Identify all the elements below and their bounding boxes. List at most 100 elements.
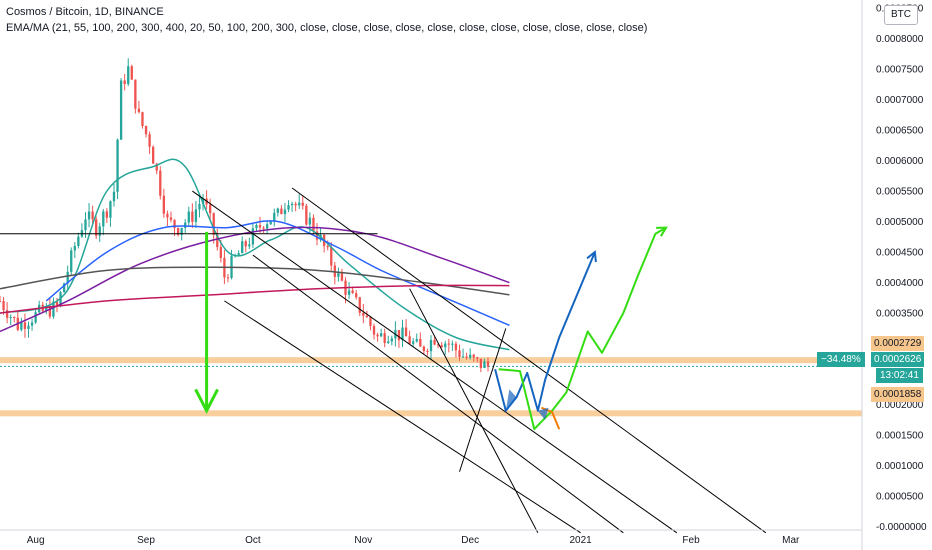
- projection-fill-1: [505, 389, 517, 411]
- price-tick-label: 0.0002000: [876, 400, 924, 411]
- candle-body: [130, 66, 133, 80]
- candle-body: [52, 301, 55, 317]
- candle-body: [355, 293, 358, 298]
- price-change-label: −34.48%: [817, 352, 865, 367]
- candle-body: [208, 204, 212, 214]
- price-tick-label: 0.0001500: [876, 431, 924, 442]
- trend-line-2: [224, 300, 581, 534]
- ma-line-55: [45, 220, 510, 326]
- price-tick-label: 0.0004500: [876, 248, 924, 259]
- candle-body: [84, 219, 87, 231]
- candle-body: [216, 234, 219, 248]
- candle-body: [152, 146, 155, 164]
- chart-title: Cosmos / Bitcoin, 1D, BINANCE: [6, 6, 164, 18]
- candle-body: [27, 325, 30, 329]
- candle-body: [379, 333, 383, 337]
- candle-body: [301, 202, 304, 206]
- price-tick-label: 0.0001000: [876, 461, 924, 472]
- candle-body: [461, 356, 465, 358]
- candle-body: [176, 228, 180, 235]
- trend-line-4: [252, 254, 624, 534]
- candle-body: [358, 297, 361, 313]
- candle-body: [0, 300, 2, 302]
- candle-body: [351, 290, 354, 294]
- candle-body: [2, 301, 5, 311]
- time-tick-label: Sep: [137, 535, 155, 546]
- candle-body: [273, 212, 276, 222]
- trend-line-1: [192, 190, 678, 534]
- candle-body: [144, 126, 148, 135]
- candle-body: [312, 217, 315, 232]
- candle-body: [173, 219, 176, 229]
- candle-body: [13, 317, 16, 319]
- candle-body: [48, 305, 52, 317]
- candle-body: [141, 112, 144, 127]
- candle-body: [123, 80, 126, 85]
- candle-body: [265, 224, 269, 229]
- candle-body: [226, 277, 230, 279]
- candle-body: [184, 222, 187, 228]
- candle-body: [458, 350, 461, 357]
- indicator-legend[interactable]: EMA/MA (21, 55, 100, 200, 300, 400, 20, …: [6, 22, 648, 34]
- candle-body: [287, 205, 290, 210]
- candle-body: [465, 356, 468, 358]
- candle-body: [237, 253, 240, 256]
- candle-body: [404, 327, 408, 337]
- candle-body: [383, 333, 386, 343]
- candle-body: [369, 317, 372, 326]
- candle-body: [55, 301, 59, 306]
- candle-body: [127, 66, 130, 85]
- candle-body: [333, 265, 336, 277]
- price-tick-label: 0.0005000: [876, 217, 924, 228]
- candle-body: [433, 340, 436, 345]
- candle-body: [23, 322, 27, 329]
- candle-body: [436, 344, 440, 346]
- candle-body: [387, 341, 390, 343]
- price-tick-label: 0.0005500: [876, 187, 924, 198]
- candle-body: [159, 170, 162, 196]
- candle-body: [102, 211, 105, 227]
- candle-body: [365, 315, 369, 318]
- candle-body: [34, 312, 37, 323]
- candle-body: [251, 228, 255, 245]
- currency-badge[interactable]: BTC: [884, 5, 918, 25]
- candle-body: [483, 361, 486, 368]
- price-tick-label: 0.0007500: [876, 64, 924, 75]
- time-tick-label: Nov: [354, 535, 372, 546]
- projection-green-path: [498, 226, 667, 431]
- candle-body: [372, 325, 376, 335]
- candle-body: [62, 283, 66, 293]
- candle-body: [283, 209, 287, 215]
- candle-body: [447, 343, 450, 345]
- price-tick-label: 0.0003500: [876, 309, 924, 320]
- time-tick-label: Dec: [461, 535, 479, 546]
- candle-body: [426, 351, 429, 353]
- trend-line-6: [459, 328, 507, 472]
- price-tick-label: -0.0000000: [876, 522, 927, 533]
- level-band-2: [0, 410, 862, 417]
- candle-body: [30, 322, 34, 326]
- time-tick-label: Oct: [245, 535, 261, 546]
- bar-countdown-label: 13:02:41: [876, 368, 923, 383]
- candle-body: [415, 338, 418, 342]
- candle-body: [70, 250, 73, 272]
- candle-body: [162, 195, 166, 214]
- ma-line-200: [0, 266, 510, 296]
- projection-blue-path: [494, 251, 596, 412]
- candle-body: [269, 221, 272, 225]
- candle-body: [454, 343, 458, 351]
- candle-body: [109, 201, 112, 218]
- candle-body: [486, 361, 490, 367]
- candle-body: [429, 340, 433, 352]
- candle-body: [298, 202, 301, 206]
- candle-body: [444, 343, 447, 348]
- ma-line-100: [0, 226, 510, 333]
- candle-body: [5, 310, 9, 318]
- candle-body: [155, 163, 158, 171]
- candle-body: [280, 208, 283, 215]
- time-axis: Aug Sep Oct Nov Dec 2021 Feb Mar: [27, 535, 800, 546]
- candle-body: [116, 139, 119, 192]
- upper-level-price-label: 0.0002729: [871, 336, 925, 351]
- candle-body: [401, 327, 404, 341]
